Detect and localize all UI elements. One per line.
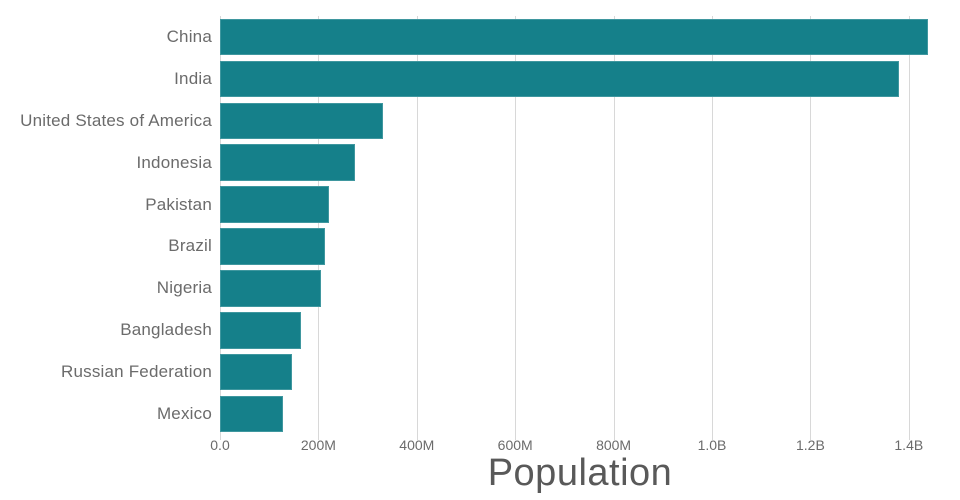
gridline-0-0: [220, 16, 221, 440]
gridline-1-0b: [712, 16, 713, 440]
bar-row-indonesia: [220, 142, 958, 184]
bar-indonesia: [220, 144, 355, 181]
gridline-1-4b: [908, 16, 910, 440]
x-tick-label-600m: 600M: [497, 437, 533, 453]
x-tick-label-0-0: 0.0: [210, 437, 230, 453]
x-tick-label-1-2b: 1.2B: [795, 437, 825, 453]
category-label-nigeria: Nigeria: [156, 278, 212, 298]
plot-area: [220, 16, 958, 440]
bar-row-united-states-of-america: [220, 100, 958, 142]
bar-row-brazil: [220, 226, 958, 268]
bar-russian-federation: [220, 353, 292, 391]
gridline-600m: [515, 16, 517, 440]
category-label-indonesia: Indonesia: [136, 152, 212, 172]
bar-mexico: [220, 395, 284, 433]
bar-row-mexico: [220, 393, 958, 435]
category-label-india: India: [174, 68, 212, 88]
gridline-400m: [416, 16, 418, 440]
bar-nigeria: [220, 270, 322, 307]
bar-united-states-of-america: [220, 102, 383, 139]
bar-row-china: [220, 16, 958, 58]
bar-row-russian-federation: [220, 351, 958, 393]
x-axis-tick-labels: 0.0 200M 400M 600M 800M 1.0B 1.2B 1.4B: [210, 437, 958, 455]
x-axis-title: Population: [487, 452, 673, 494]
x-tick-label-200m: 200M: [300, 437, 336, 453]
category-label-united-states-of-america: United States of America: [20, 110, 212, 130]
x-tick-label-1-4b: 1.4B: [894, 437, 924, 453]
bar-row-india: [220, 58, 958, 100]
bar-china: [220, 18, 929, 56]
bar-row-nigeria: [220, 267, 958, 309]
x-tick-label-400m: 400M: [399, 437, 435, 453]
gridline-1-2b: [810, 16, 812, 440]
bar-pakistan: [220, 186, 329, 223]
bar-india: [220, 60, 899, 98]
gridlines: [220, 16, 958, 440]
bar-bangladesh: [220, 312, 302, 349]
category-label-russian-federation: Russian Federation: [60, 362, 212, 382]
x-tick-label-800m: 800M: [596, 437, 632, 453]
bar-row-bangladesh: [220, 309, 958, 351]
category-label-mexico: Mexico: [156, 404, 212, 424]
category-label-brazil: Brazil: [168, 236, 212, 256]
bar-brazil: [220, 228, 325, 265]
x-tick-label-1-0b: 1.0B: [697, 437, 727, 453]
category-label-pakistan: Pakistan: [145, 194, 212, 214]
category-axis-labels: China India United States of America Indone…: [0, 16, 212, 435]
bar-row-pakistan: [220, 184, 958, 226]
gridline-800m: [613, 16, 615, 440]
category-label-china: China: [166, 26, 212, 46]
bar-series: [220, 16, 958, 435]
category-label-bangladesh: Bangladesh: [120, 320, 212, 340]
gridline-200m: [318, 16, 320, 440]
